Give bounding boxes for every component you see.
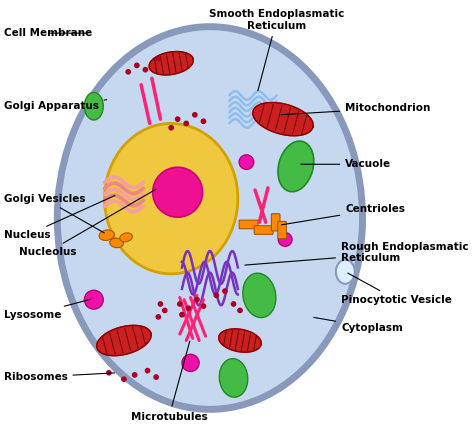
Circle shape [231,302,236,306]
Text: Nucleus: Nucleus [3,195,115,240]
Circle shape [201,119,206,123]
Circle shape [156,315,161,319]
Circle shape [107,371,111,375]
Circle shape [122,377,126,382]
Circle shape [133,373,137,377]
Circle shape [178,302,182,306]
Text: Mitochondrion: Mitochondrion [282,103,431,115]
Text: Golgi Apparatus: Golgi Apparatus [3,100,107,111]
Circle shape [135,63,139,68]
Text: Centrioles: Centrioles [282,204,405,225]
Text: Microtubules: Microtubules [131,341,208,422]
Text: Ribosomes: Ribosomes [3,372,115,382]
Ellipse shape [278,233,292,246]
Polygon shape [253,102,313,136]
Ellipse shape [99,230,114,240]
Ellipse shape [243,273,276,317]
Ellipse shape [182,354,199,371]
Circle shape [238,308,242,313]
Ellipse shape [336,260,355,284]
Circle shape [169,126,173,130]
Circle shape [195,297,199,302]
Circle shape [223,289,227,293]
Polygon shape [149,51,193,75]
Ellipse shape [278,141,314,192]
Text: Nucleolus: Nucleolus [18,189,156,257]
Text: Vacuole: Vacuole [301,159,392,169]
Circle shape [163,308,167,313]
Circle shape [184,121,188,126]
Circle shape [143,68,147,72]
Circle shape [158,302,163,306]
Circle shape [175,117,180,121]
Ellipse shape [84,290,103,309]
Ellipse shape [153,167,202,217]
Text: Pinocytotic Vesicle: Pinocytotic Vesicle [341,273,452,305]
Circle shape [214,293,219,297]
Ellipse shape [239,155,254,170]
Ellipse shape [84,92,103,120]
Ellipse shape [219,359,248,397]
Text: Smooth Endoplasmatic
Reticulum: Smooth Endoplasmatic Reticulum [209,10,344,91]
Text: Lysosome: Lysosome [3,299,91,320]
Circle shape [156,57,161,61]
Text: Cytoplasm: Cytoplasm [314,317,403,333]
FancyBboxPatch shape [239,220,258,229]
FancyBboxPatch shape [278,221,286,238]
Circle shape [146,368,150,373]
Circle shape [154,375,158,379]
FancyBboxPatch shape [272,214,280,231]
Text: Cell Membrane: Cell Membrane [3,28,92,38]
Ellipse shape [105,123,238,274]
Polygon shape [219,329,261,352]
Circle shape [126,70,130,74]
FancyBboxPatch shape [254,226,273,234]
Ellipse shape [110,238,123,248]
Circle shape [193,112,197,117]
Text: Rough Endoplasmatic
Reticulum: Rough Endoplasmatic Reticulum [245,242,469,265]
Circle shape [201,304,206,308]
Ellipse shape [120,233,132,242]
Ellipse shape [57,27,363,409]
Polygon shape [97,325,151,356]
Circle shape [180,313,184,317]
Circle shape [186,306,191,310]
Text: Golgi Vesicles: Golgi Vesicles [3,194,104,233]
